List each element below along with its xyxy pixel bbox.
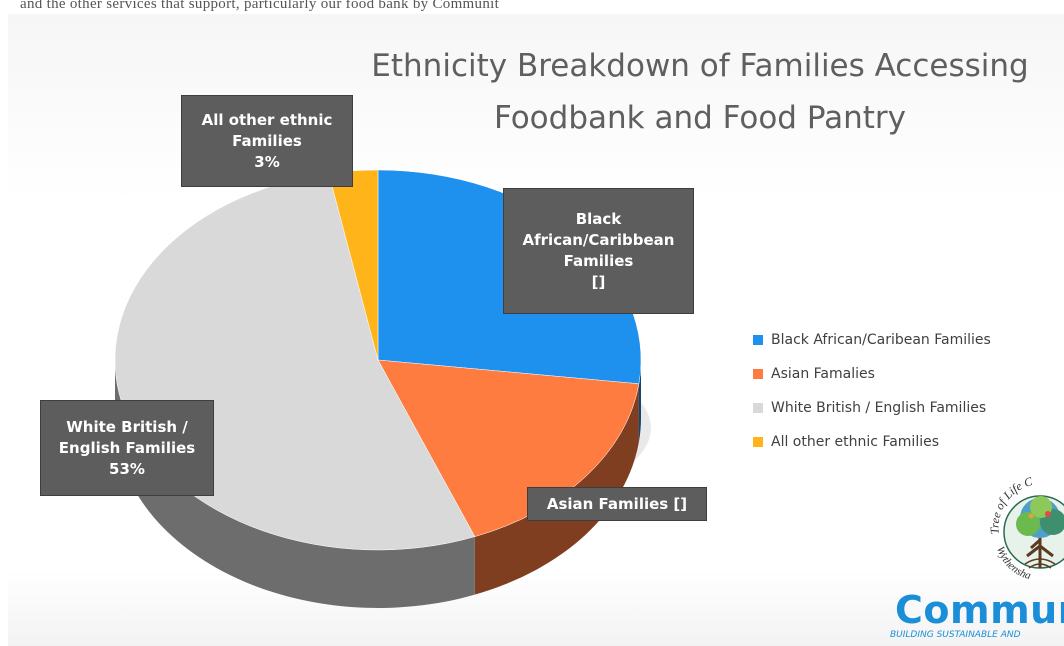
pie-slice-side-2	[115, 360, 475, 608]
chart-title-line-1: Ethnicity Breakdown of Families Accessin…	[371, 48, 1029, 84]
data-label-all-other: All other ethnic Families 3%	[181, 95, 353, 187]
data-label-line: Families	[563, 252, 634, 270]
legend-label: Black African/Caribean Families	[771, 332, 991, 348]
data-label-line: 3%	[254, 152, 280, 171]
legend-swatch	[753, 369, 763, 379]
header-text-strip: and the other services that support, par…	[20, 0, 500, 12]
chart-legend: Black African/Caribean Families Asian Fa…	[753, 323, 1063, 459]
data-label-line: 53%	[109, 459, 145, 478]
data-label-line: All other ethnic	[201, 110, 333, 129]
legend-item: White British / English Families	[753, 391, 1063, 425]
legend-item: Asian Famalies	[753, 357, 1063, 391]
legend-item: All other ethnic Families	[753, 425, 1063, 459]
legend-swatch	[753, 437, 763, 447]
legend-label: All other ethnic Families	[771, 434, 939, 450]
chart-title: Ethnicity Breakdown of Families Accessin…	[300, 40, 1064, 144]
data-label-white-british: White British / English Families 53%	[40, 400, 214, 496]
data-label-line: Families	[232, 131, 302, 150]
data-label-line: []	[591, 273, 606, 291]
pie-slice-side-0	[638, 360, 641, 442]
logo-tagline: BUILDING SUSTAINABLE AND	[890, 630, 1021, 640]
data-label-line: White British /	[66, 417, 188, 436]
legend-label: Asian Famalies	[771, 366, 875, 382]
data-label-asian: Asian Families []	[527, 487, 707, 521]
data-label-line: Asian Families []	[546, 494, 688, 513]
pie-slice-1	[377, 359, 640, 537]
data-label-line: Black	[575, 210, 622, 228]
logo-name: Communit	[895, 588, 1064, 632]
legend-swatch	[753, 403, 763, 413]
tree-of-life-logo: Tree of Life C Wythensha	[987, 474, 1064, 582]
legend-label: White British / English Families	[771, 400, 987, 416]
data-label-line: African/Caribbean	[522, 231, 675, 249]
pie-slice-side-1	[474, 383, 639, 595]
data-label-line: English Families	[58, 438, 196, 457]
data-label-black-african-caribbean: Black African/Caribbean Families []	[503, 188, 694, 314]
legend-swatch	[753, 335, 763, 345]
chart-title-line-2: Foodbank and Food Pantry	[493, 100, 907, 136]
legend-item: Black African/Caribean Families	[753, 323, 1063, 357]
